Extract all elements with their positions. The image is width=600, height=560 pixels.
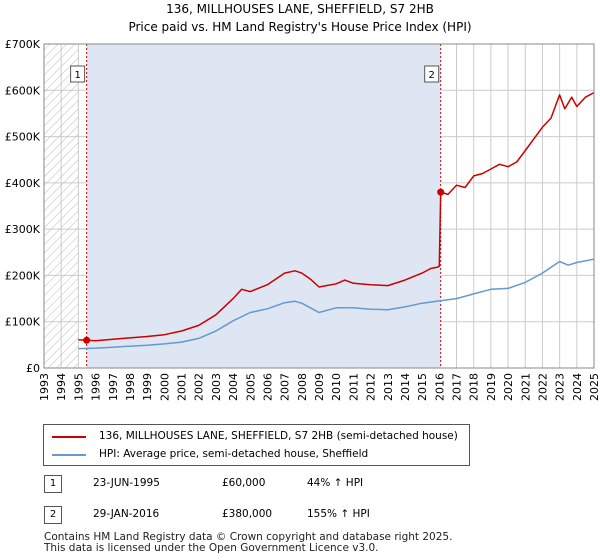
y-tick-label: £600K [5,84,41,97]
legend-red-line [52,436,86,438]
plot-frame [43,43,595,369]
sale-point [83,336,91,344]
x-tick-label: 1994 [55,373,68,401]
x-tick-label: 2016 [433,373,446,401]
x-tick-label: 2006 [261,373,274,401]
chart-title-line2: Price paid vs. HM Land Registry's House … [128,20,472,34]
sale-point [437,188,445,196]
legend-property-label: 136, MILLHOUSES LANE, SHEFFIELD, S7 2HB … [99,430,458,442]
legend-item-hpi: HPI: Average price, semi-detached house,… [44,446,469,464]
x-tick-label: 2025 [588,373,600,401]
x-tick-label: 2015 [416,373,429,401]
sale-date: 23-JUN-1995 [93,477,160,489]
sale-hpi-change: 44% ↑ HPI [307,477,364,489]
x-tick-label: 2004 [227,373,240,401]
y-tick-label: £300K [5,223,41,236]
x-tick-label: 2012 [365,373,378,401]
y-tick-label: £100K [5,316,41,329]
sale-badge: 2 [44,506,62,524]
x-tick-label: 2007 [279,373,292,401]
ownership-shade [86,44,441,368]
x-tick-label: 2023 [554,373,567,401]
sale-date: 29-JAN-2016 [93,508,160,520]
x-tick-label: 2019 [485,373,498,401]
hpi-line [78,258,595,350]
x-tick-label: 2022 [536,373,549,401]
sale-price: £60,000 [222,477,266,489]
x-tick-label: 2001 [176,373,189,401]
sale-price: £380,000 [222,508,273,520]
y-tick-label: £500K [5,131,41,144]
x-tick-label: 2013 [382,373,395,401]
footer-licence: This data is licensed under the Open Gov… [44,542,379,554]
x-tick-label: 2005 [244,373,257,401]
sale-row-2: 2 29-JAN-2016 £380,000 155% ↑ HPI [0,506,600,526]
x-tick-label: 1997 [107,373,120,401]
price-chart: 1 2 £0 £100K £200K £300K £400K £500K £600K £700K… [5,38,600,401]
chart-title-line1: 136, MILLHOUSES LANE, SHEFFIELD, S7 2HB [166,2,434,16]
x-tick-label: 2008 [296,373,309,401]
no-data-hatch [44,44,79,368]
x-tick-label: 2003 [210,373,223,401]
x-tick-label: 1993 [38,373,51,401]
y-tick-label: £400K [5,177,41,190]
x-tick-label: 2024 [571,373,584,401]
sale-number-label: 1 [74,70,80,81]
sale-hpi-change: 155% ↑ HPI [307,508,370,520]
x-tick-label: 2018 [468,373,481,401]
sale-number-box [424,65,440,83]
x-tick-label: 2014 [399,373,412,401]
x-tick-label: 2011 [347,373,360,401]
x-tick-label: 2021 [519,373,532,401]
sale-number-box [70,65,86,83]
sale-number-label: 2 [429,70,435,81]
chart-legend: 136, MILLHOUSES LANE, SHEFFIELD, S7 2HB … [43,424,470,466]
x-tick-label: 1998 [124,373,137,401]
sale-row-1: 1 23-JUN-1995 £60,000 44% ↑ HPI [0,475,600,495]
footer: Contains HM Land Registry data © Crown c… [44,532,452,554]
legend-hpi-label: HPI: Average price, semi-detached house,… [99,448,369,460]
legend-blue-line [52,454,86,456]
x-tick-label: 2020 [502,373,515,401]
x-tick-label: 1995 [72,373,85,401]
x-tick-label: 1999 [141,373,154,401]
legend-item-property: 136, MILLHOUSES LANE, SHEFFIELD, S7 2HB … [44,428,469,446]
x-tick-label: 2017 [451,373,464,401]
x-tick-label: 2000 [158,373,171,401]
footer-copyright: Contains HM Land Registry data © Crown c… [44,531,453,543]
sale-badge: 1 [44,475,62,493]
x-tick-label: 2002 [193,373,206,401]
property-price-line [78,91,595,342]
x-tick-label: 2009 [313,373,326,401]
y-tick-label: £700K [5,38,41,51]
y-tick-label: £0 [26,362,40,375]
x-tick-label: 1996 [90,373,103,401]
y-tick-label: £200K [5,269,41,282]
x-tick-label: 2010 [330,373,343,401]
